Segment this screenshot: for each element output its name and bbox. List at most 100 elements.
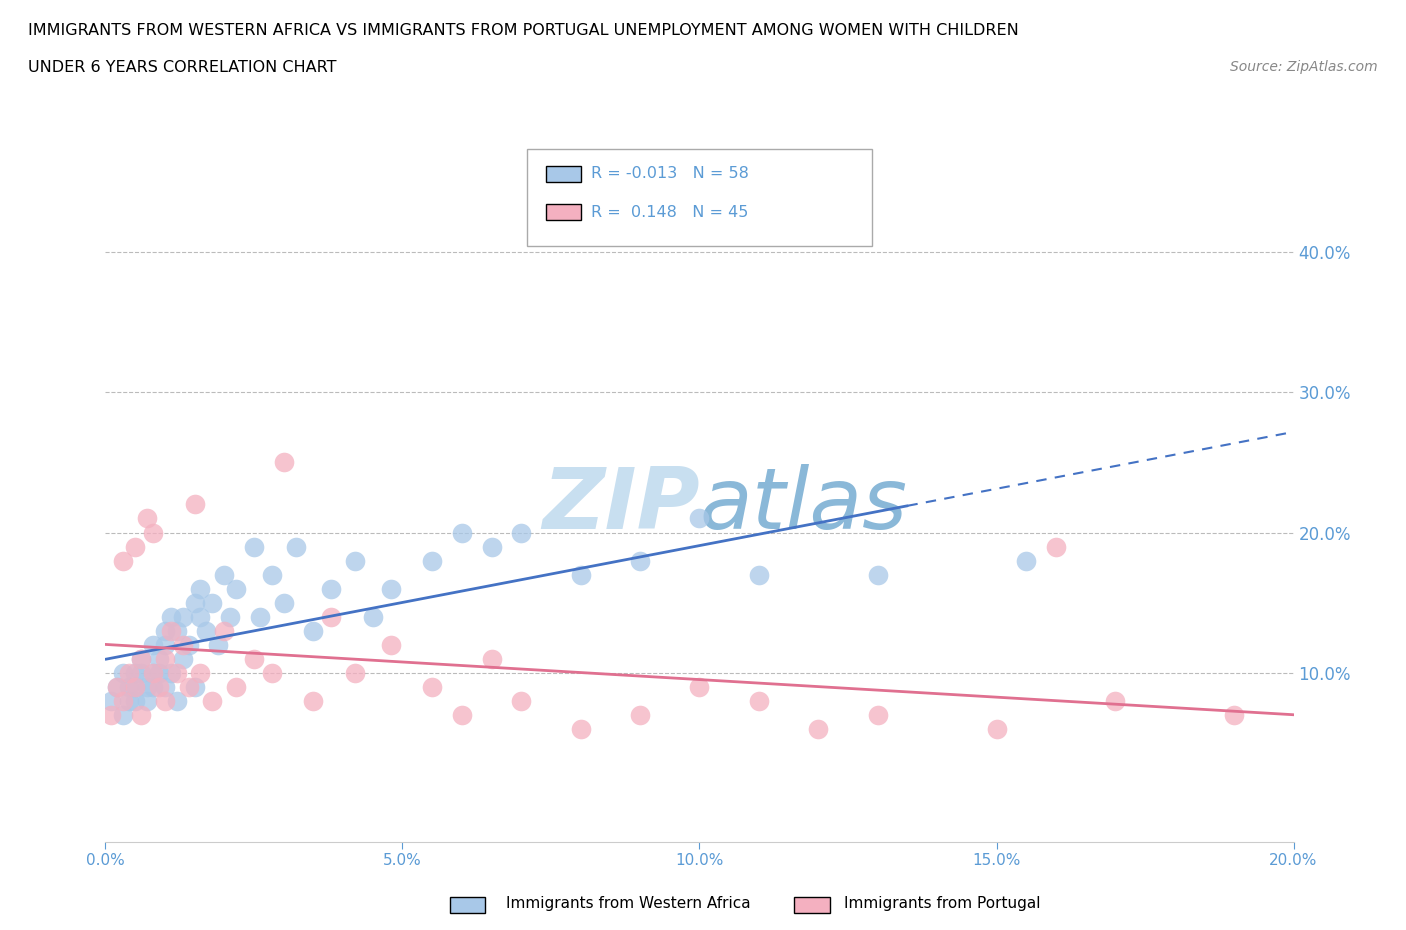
Text: atlas: atlas — [700, 464, 907, 547]
Point — [273, 455, 295, 470]
Point — [343, 666, 366, 681]
Point — [302, 623, 325, 638]
Point — [689, 680, 711, 695]
Point — [112, 666, 135, 681]
Point — [153, 652, 176, 667]
Point — [124, 539, 146, 554]
Text: IMMIGRANTS FROM WESTERN AFRICA VS IMMIGRANTS FROM PORTUGAL UNEMPLOYMENT AMONG WO: IMMIGRANTS FROM WESTERN AFRICA VS IMMIGR… — [28, 23, 1019, 38]
Point — [420, 553, 443, 568]
Point — [380, 637, 402, 652]
Point — [201, 595, 224, 610]
Point — [1045, 539, 1067, 554]
Point — [569, 722, 592, 737]
Point — [166, 694, 188, 709]
Point — [118, 694, 141, 709]
Point — [112, 708, 135, 723]
Point — [866, 567, 889, 582]
Point — [361, 609, 384, 624]
Point — [807, 722, 830, 737]
Point — [100, 708, 122, 723]
Point — [1104, 694, 1126, 709]
Point — [118, 666, 141, 681]
Point — [166, 666, 188, 681]
Point — [201, 694, 224, 709]
Point — [159, 666, 181, 681]
Point — [142, 680, 165, 695]
Point — [129, 666, 152, 681]
Point — [153, 694, 176, 709]
Text: Immigrants from Western Africa: Immigrants from Western Africa — [506, 897, 751, 911]
Point — [569, 567, 592, 582]
Point — [207, 637, 229, 652]
Text: ZIP: ZIP — [541, 464, 700, 547]
Point — [136, 512, 159, 526]
Point — [172, 637, 194, 652]
Point — [142, 525, 165, 540]
Point — [148, 652, 170, 667]
Point — [142, 666, 165, 681]
Point — [450, 708, 472, 723]
Point — [166, 623, 188, 638]
Point — [136, 680, 159, 695]
Point — [214, 567, 236, 582]
Point — [112, 694, 135, 709]
Point — [748, 567, 770, 582]
Point — [142, 637, 165, 652]
Point — [153, 623, 176, 638]
Point — [1015, 553, 1038, 568]
Point — [510, 694, 533, 709]
Point — [105, 680, 128, 695]
Point — [148, 666, 170, 681]
Text: UNDER 6 YEARS CORRELATION CHART: UNDER 6 YEARS CORRELATION CHART — [28, 60, 336, 75]
Point — [153, 637, 176, 652]
Point — [986, 722, 1008, 737]
Text: R = -0.013   N = 58: R = -0.013 N = 58 — [591, 166, 748, 181]
Point — [260, 567, 283, 582]
Point — [124, 666, 146, 681]
Point — [148, 680, 170, 695]
Point — [183, 595, 205, 610]
Text: Source: ZipAtlas.com: Source: ZipAtlas.com — [1230, 60, 1378, 74]
Point — [343, 553, 366, 568]
Point — [159, 623, 181, 638]
Point — [183, 680, 205, 695]
Text: Immigrants from Portugal: Immigrants from Portugal — [844, 897, 1040, 911]
Point — [190, 581, 212, 596]
Point — [866, 708, 889, 723]
Point — [172, 609, 194, 624]
Point — [243, 652, 266, 667]
Point — [124, 680, 146, 695]
Point — [177, 637, 200, 652]
Point — [124, 694, 146, 709]
Point — [628, 708, 651, 723]
Point — [183, 497, 205, 512]
Point — [225, 581, 247, 596]
Point — [195, 623, 218, 638]
Point — [129, 652, 152, 667]
Point — [153, 680, 176, 695]
Point — [136, 694, 159, 709]
Point — [481, 652, 503, 667]
Point — [321, 609, 343, 624]
Point — [124, 680, 146, 695]
Point — [321, 581, 343, 596]
Text: R =  0.148   N = 45: R = 0.148 N = 45 — [591, 205, 748, 219]
Point — [628, 553, 651, 568]
Point — [481, 539, 503, 554]
Point — [510, 525, 533, 540]
Point — [689, 512, 711, 526]
Point — [159, 609, 181, 624]
Point — [225, 680, 247, 695]
Point — [190, 609, 212, 624]
Point — [190, 666, 212, 681]
Point — [129, 708, 152, 723]
Point — [177, 680, 200, 695]
Point — [450, 525, 472, 540]
Point — [302, 694, 325, 709]
Point — [118, 680, 141, 695]
Point — [380, 581, 402, 596]
Point — [284, 539, 307, 554]
Point — [249, 609, 271, 624]
Point — [172, 652, 194, 667]
Point — [105, 680, 128, 695]
